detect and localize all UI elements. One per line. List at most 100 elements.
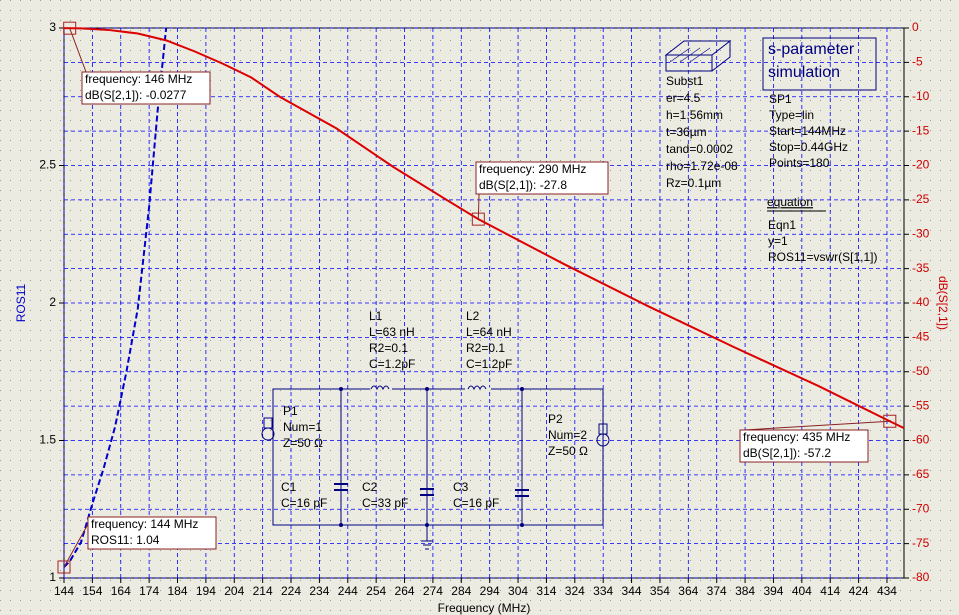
x-tick-label: 354 — [650, 584, 670, 598]
marker-point — [883, 414, 897, 428]
x-tick-label: 294 — [480, 584, 500, 598]
marker-text: frequency: 435 MHz — [743, 430, 850, 444]
marker-box — [81, 71, 211, 105]
x-tick-label: 214 — [253, 584, 273, 598]
simulation-text: Type=lin — [769, 108, 814, 122]
component-text: C=33 pF — [362, 496, 408, 510]
y2-tick-label: -80 — [912, 570, 930, 584]
x-tick-label: 194 — [196, 584, 216, 598]
simulation-text: Points=180 — [769, 156, 830, 170]
y2-tick-label: -30 — [912, 226, 930, 240]
x-tick-label: 314 — [536, 584, 556, 598]
grid — [59, 27, 909, 583]
simulation-text: SP1 — [769, 92, 792, 106]
component-text: Z=50 Ω — [283, 436, 323, 450]
y2-tick-label: -35 — [912, 261, 930, 275]
y2-tick-label: -5 — [912, 55, 923, 69]
marker-point — [63, 21, 77, 35]
y2-tick-label: 0 — [912, 20, 919, 34]
x-tick-label: 204 — [224, 584, 244, 598]
y2-tick-label: -10 — [912, 89, 930, 103]
marker-leader — [63, 516, 93, 568]
series-line — [63, 27, 905, 430]
component-text: C=1.2pF — [466, 357, 512, 371]
x-tick-label: 404 — [792, 584, 812, 598]
component-text: R2=0.1 — [369, 341, 408, 355]
substrate-text: rho=1.72e-08 — [666, 159, 738, 173]
marker-text: ROS11: 1.04 — [91, 533, 160, 547]
y-tick-label: 1.5 — [39, 433, 56, 447]
series-line — [63, 27, 168, 568]
marker-text: dB(S[2,1]): -57.2 — [743, 446, 831, 460]
y-tick-label: 2 — [49, 295, 56, 309]
x-tick-label: 224 — [281, 584, 301, 598]
component-text: L=63 nH — [369, 325, 415, 339]
y2-tick-label: -45 — [912, 330, 930, 344]
marker-text: frequency: 290 MHz — [479, 162, 586, 176]
x-tick-label: 394 — [763, 584, 783, 598]
component-text: C2 — [362, 480, 378, 494]
marker-box — [87, 516, 217, 550]
x-tick-label: 184 — [167, 584, 187, 598]
y-tick-label: 2.5 — [39, 158, 56, 172]
y2-tick-label: -20 — [912, 158, 930, 172]
x-tick-label: 364 — [678, 584, 698, 598]
y2-tick-label: -25 — [912, 192, 930, 206]
component-text: L=64 nH — [466, 325, 512, 339]
component-text: R2=0.1 — [466, 341, 505, 355]
x-tick-label: 254 — [366, 584, 386, 598]
component-text: P1 — [283, 404, 298, 418]
equation-text: ROS11=vswr(S[1,1]) — [768, 250, 877, 264]
simulation-box — [762, 37, 877, 91]
substrate-text: t=36µm — [666, 125, 707, 139]
marker-leader — [743, 420, 890, 431]
schematic-wires — [261, 385, 610, 550]
x-tick-label: 284 — [451, 584, 471, 598]
x-tick-label: 384 — [735, 584, 755, 598]
y2-axis-label: dB(S[2,1]) — [936, 276, 950, 330]
x-tick-label: 234 — [309, 584, 329, 598]
x-tick-label: 264 — [395, 584, 415, 598]
component-text: C=1.2pF — [369, 357, 415, 371]
simulation-title: simulation — [768, 64, 840, 81]
component-text: C1 — [281, 480, 297, 494]
y-tick-label: 3 — [49, 20, 56, 34]
component-text: Num=1 — [283, 420, 322, 434]
x-tick-label: 154 — [82, 584, 102, 598]
marker-leader — [69, 28, 87, 73]
marker-text: dB(S[2,1]): -27.8 — [479, 178, 567, 192]
component-text: C=16 pF — [453, 496, 499, 510]
y2-tick-label: -60 — [912, 433, 930, 447]
substrate-text: Subst1 — [666, 74, 704, 88]
y2-tick-label: -70 — [912, 501, 930, 515]
equation-text: Eqn1 — [768, 218, 796, 232]
x-tick-label: 424 — [849, 584, 869, 598]
marker-box — [739, 429, 869, 463]
simulation-text: Stop=0.44GHz — [769, 140, 848, 154]
equation-text: y=1 — [768, 234, 788, 248]
component-text: Num=2 — [548, 428, 587, 442]
equation-title: equation — [767, 195, 813, 209]
substrate-text: er=4.5 — [666, 91, 701, 105]
marker-point — [471, 212, 485, 226]
x-tick-label: 144 — [54, 584, 74, 598]
x-tick-label: 174 — [139, 584, 159, 598]
marker-point — [57, 560, 71, 574]
substrate-text: h=1.56mm — [666, 108, 723, 122]
x-tick-label: 164 — [111, 584, 131, 598]
component-text: Z=50 Ω — [548, 444, 588, 458]
component-text: P2 — [548, 412, 563, 426]
x-tick-label: 304 — [508, 584, 528, 598]
y2-tick-label: -75 — [912, 536, 930, 550]
y-tick-label: 1 — [49, 570, 56, 584]
y2-tick-label: -40 — [912, 295, 930, 309]
component-text: C=16 pF — [281, 496, 327, 510]
substrate-text: tand=0.0002 — [666, 142, 733, 156]
component-text: L1 — [369, 309, 383, 323]
x-tick-label: 274 — [423, 584, 443, 598]
y2-tick-label: -15 — [912, 123, 930, 137]
simulation-text: Start=144MHz — [769, 124, 846, 138]
x-axis-label: Frequency (MHz) — [438, 601, 531, 615]
